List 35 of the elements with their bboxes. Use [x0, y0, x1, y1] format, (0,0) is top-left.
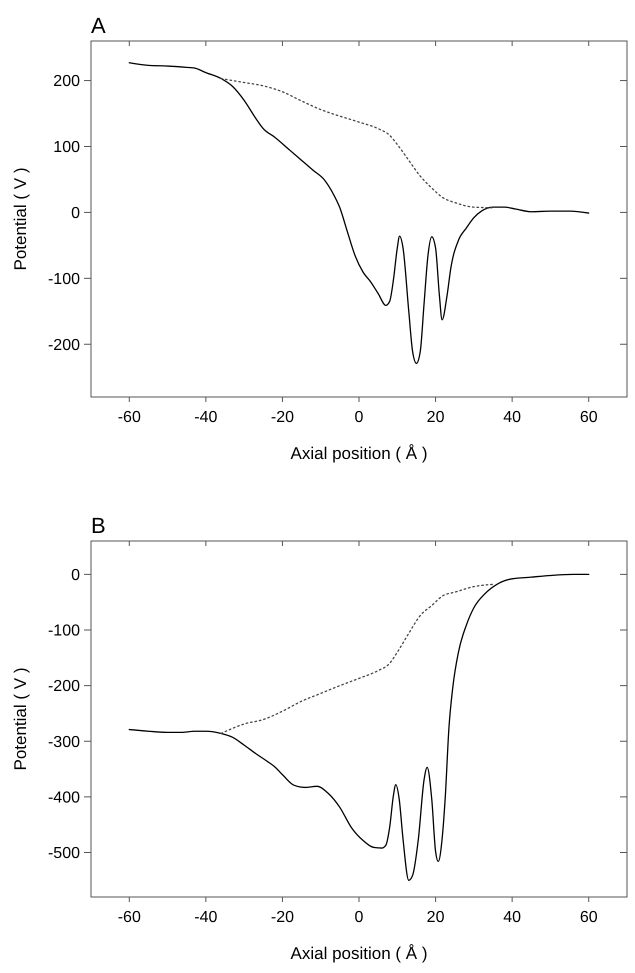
y-tick-label: -500 [48, 845, 80, 862]
x-tick-label: 0 [354, 409, 364, 426]
y-tick-label: -100 [48, 270, 80, 288]
y-tick-label: 0 [71, 205, 80, 222]
line-series [128, 574, 590, 881]
x-tick-label: -60 [118, 409, 141, 426]
y-tick-label: 100 [53, 139, 80, 156]
y-tick-label: -200 [48, 336, 80, 354]
chart-title: B [91, 513, 106, 538]
chart-title: A [91, 13, 106, 38]
y-tick-label: -400 [48, 789, 80, 806]
x-tick-label: -20 [270, 909, 294, 926]
x-tick-label: 40 [503, 909, 522, 926]
x-axis-title: Axial position ( Å ) [290, 444, 428, 463]
x-axis-title: Axial position ( Å ) [290, 944, 428, 963]
x-tick-label: -20 [270, 409, 294, 426]
line-series [220, 584, 494, 734]
x-tick-label: -60 [118, 909, 141, 926]
y-axis-title: Potential ( V ) [11, 168, 30, 270]
x-tick-label: 40 [503, 409, 522, 426]
y-tick-label: 200 [53, 73, 80, 90]
x-tick-label: 60 [580, 409, 598, 426]
y-tick-label: -300 [48, 734, 80, 751]
y-tick-label: -200 [48, 678, 80, 696]
x-tick-label: 0 [354, 909, 364, 926]
x-tick-label: -40 [194, 409, 218, 426]
y-axis-title: Potential ( V ) [11, 668, 30, 770]
x-tick-label: 20 [426, 909, 445, 926]
line-series [220, 78, 494, 208]
y-tick-label: 0 [71, 566, 80, 584]
line-series [128, 62, 590, 364]
x-tick-label: 60 [580, 909, 598, 926]
x-tick-label: -40 [194, 909, 218, 926]
x-tick-label: 20 [426, 409, 445, 426]
y-tick-label: -100 [48, 622, 80, 640]
